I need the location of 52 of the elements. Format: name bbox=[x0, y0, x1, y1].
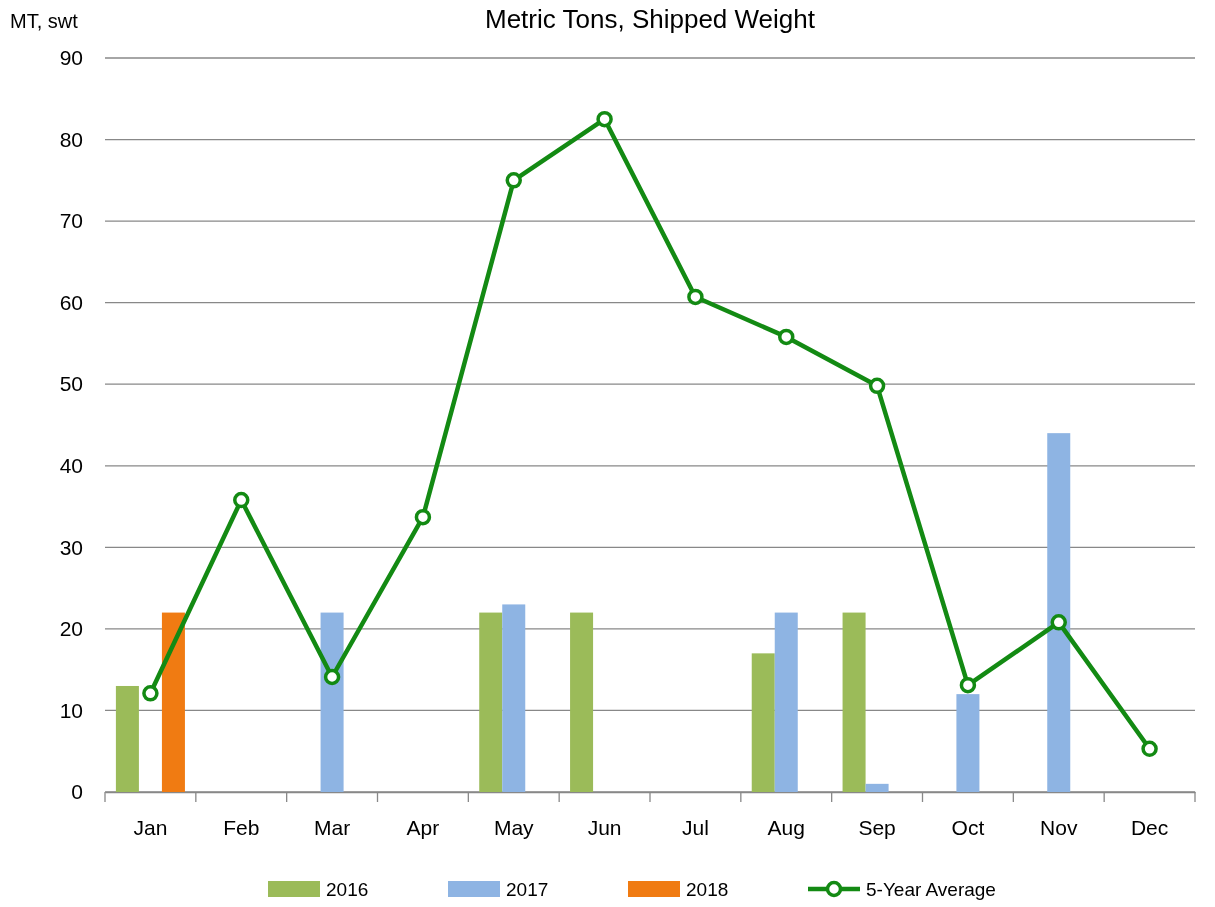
point bbox=[596, 110, 613, 128]
x-tick-label: Sep bbox=[858, 815, 896, 839]
bar bbox=[320, 612, 344, 792]
x-tick-label: Oct bbox=[951, 815, 985, 839]
x-tick-label: Jun bbox=[587, 815, 622, 839]
legend-label: 5-Year Average bbox=[866, 879, 996, 900]
bar bbox=[774, 612, 798, 792]
y-tick-label: 60 bbox=[59, 290, 83, 314]
y-tick-label: 50 bbox=[59, 372, 83, 396]
bar bbox=[115, 685, 139, 792]
point bbox=[778, 328, 795, 346]
y-axis-title: MT, swt bbox=[10, 10, 79, 32]
y-tick-label: 70 bbox=[59, 209, 83, 233]
x-tick-label: Mar bbox=[314, 815, 351, 839]
y-tick-label: 90 bbox=[59, 46, 83, 70]
point bbox=[142, 685, 159, 702]
y-tick-label: 0 bbox=[71, 780, 83, 804]
x-tick-label: Jul bbox=[681, 815, 709, 839]
bar bbox=[502, 604, 526, 792]
y-tick-label: 40 bbox=[59, 454, 83, 477]
x-tick-label: Dec bbox=[1130, 815, 1169, 839]
point bbox=[687, 288, 704, 306]
bar bbox=[161, 612, 185, 792]
point bbox=[414, 508, 432, 526]
point bbox=[505, 172, 522, 189]
y-tick-label: 80 bbox=[59, 127, 83, 151]
point bbox=[1050, 614, 1067, 631]
chart-title: Metric Tons, Shipped Weight bbox=[485, 4, 816, 34]
x-tick-label: May bbox=[493, 815, 535, 839]
legend-label: 2017 bbox=[506, 879, 549, 900]
legend-label: 2016 bbox=[326, 879, 369, 900]
bar bbox=[570, 612, 594, 792]
y-tick-label: 10 bbox=[59, 698, 83, 722]
x-tick-label: Apr bbox=[406, 815, 440, 839]
point bbox=[868, 377, 886, 395]
x-tick-label: Nov bbox=[1040, 815, 1078, 839]
y-tick-label: 20 bbox=[59, 617, 83, 641]
bar bbox=[865, 783, 889, 792]
x-tick-label: Aug bbox=[767, 815, 805, 839]
bar bbox=[1047, 433, 1071, 792]
point bbox=[323, 668, 341, 686]
y-tick-label: 30 bbox=[59, 535, 83, 559]
point bbox=[1141, 740, 1158, 758]
bar bbox=[956, 694, 980, 792]
point bbox=[959, 676, 977, 694]
bar bbox=[751, 653, 775, 792]
x-tick-label: Jan bbox=[133, 815, 168, 839]
point bbox=[233, 491, 250, 509]
legend-label: 2018 bbox=[686, 879, 729, 900]
bar bbox=[479, 612, 503, 792]
x-tick-label: Feb bbox=[223, 815, 260, 839]
bar bbox=[842, 612, 866, 792]
